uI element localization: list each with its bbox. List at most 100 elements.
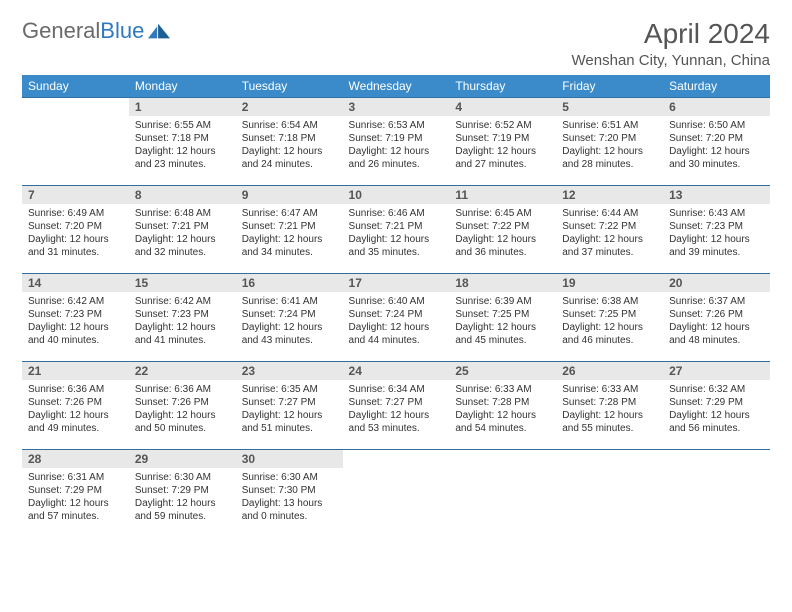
day-line-ss: Sunset: 7:25 PM [562,308,657,321]
day-number-bar [22,98,129,116]
dow-monday: Monday [129,75,236,98]
day-number: 4 [449,98,556,116]
day-cell: 21Sunrise: 6:36 AMSunset: 7:26 PMDayligh… [22,362,129,450]
day-line-sr: Sunrise: 6:49 AM [28,207,123,220]
day-body: Sunrise: 6:42 AMSunset: 7:23 PMDaylight:… [22,292,129,351]
day-cell: 29Sunrise: 6:30 AMSunset: 7:29 PMDayligh… [129,450,236,538]
day-cell: 12Sunrise: 6:44 AMSunset: 7:22 PMDayligh… [556,186,663,274]
day-number: 1 [129,98,236,116]
dow-wednesday: Wednesday [343,75,450,98]
day-line-sr: Sunrise: 6:37 AM [669,295,764,308]
day-cell: 17Sunrise: 6:40 AMSunset: 7:24 PMDayligh… [343,274,450,362]
month-title: April 2024 [572,18,770,50]
day-number: 18 [449,274,556,292]
day-number: 14 [22,274,129,292]
day-body: Sunrise: 6:36 AMSunset: 7:26 PMDaylight:… [129,380,236,439]
week-row: 14Sunrise: 6:42 AMSunset: 7:23 PMDayligh… [22,274,770,362]
day-number: 24 [343,362,450,380]
day-line-d1: Daylight: 12 hours [28,233,123,246]
day-line-d2: and 26 minutes. [349,158,444,171]
day-line-d1: Daylight: 12 hours [28,409,123,422]
day-body: Sunrise: 6:36 AMSunset: 7:26 PMDaylight:… [22,380,129,439]
day-line-d1: Daylight: 12 hours [28,497,123,510]
day-body: Sunrise: 6:37 AMSunset: 7:26 PMDaylight:… [663,292,770,351]
day-line-d1: Daylight: 12 hours [349,145,444,158]
day-cell [22,98,129,186]
day-line-sr: Sunrise: 6:46 AM [349,207,444,220]
day-body: Sunrise: 6:35 AMSunset: 7:27 PMDaylight:… [236,380,343,439]
day-body: Sunrise: 6:30 AMSunset: 7:30 PMDaylight:… [236,468,343,527]
day-line-d2: and 45 minutes. [455,334,550,347]
day-line-d2: and 39 minutes. [669,246,764,259]
day-line-d1: Daylight: 12 hours [562,233,657,246]
brand-text-2: Blue [100,18,144,43]
day-body: Sunrise: 6:45 AMSunset: 7:22 PMDaylight:… [449,204,556,263]
calendar-body: 1Sunrise: 6:55 AMSunset: 7:18 PMDaylight… [22,98,770,538]
day-line-d1: Daylight: 12 hours [455,145,550,158]
day-line-ss: Sunset: 7:22 PM [562,220,657,233]
day-body: Sunrise: 6:30 AMSunset: 7:29 PMDaylight:… [129,468,236,527]
day-cell [663,450,770,538]
day-line-d2: and 44 minutes. [349,334,444,347]
day-line-d1: Daylight: 12 hours [669,145,764,158]
day-number: 8 [129,186,236,204]
day-line-ss: Sunset: 7:23 PM [669,220,764,233]
day-number: 26 [556,362,663,380]
day-line-ss: Sunset: 7:26 PM [135,396,230,409]
day-line-d1: Daylight: 12 hours [349,321,444,334]
day-line-d2: and 30 minutes. [669,158,764,171]
day-body: Sunrise: 6:53 AMSunset: 7:19 PMDaylight:… [343,116,450,175]
day-body: Sunrise: 6:52 AMSunset: 7:19 PMDaylight:… [449,116,556,175]
brand-text-1: General [22,18,100,43]
day-cell: 25Sunrise: 6:33 AMSunset: 7:28 PMDayligh… [449,362,556,450]
day-line-d1: Daylight: 12 hours [242,321,337,334]
day-line-sr: Sunrise: 6:50 AM [669,119,764,132]
day-line-ss: Sunset: 7:28 PM [455,396,550,409]
day-line-ss: Sunset: 7:28 PM [562,396,657,409]
day-number: 19 [556,274,663,292]
day-cell: 9Sunrise: 6:47 AMSunset: 7:21 PMDaylight… [236,186,343,274]
day-number: 15 [129,274,236,292]
day-number: 7 [22,186,129,204]
dow-thursday: Thursday [449,75,556,98]
day-number: 10 [343,186,450,204]
day-line-d2: and 55 minutes. [562,422,657,435]
day-line-d1: Daylight: 13 hours [242,497,337,510]
day-line-ss: Sunset: 7:21 PM [242,220,337,233]
day-line-d2: and 57 minutes. [28,510,123,523]
day-number: 28 [22,450,129,468]
day-line-sr: Sunrise: 6:33 AM [562,383,657,396]
day-body: Sunrise: 6:42 AMSunset: 7:23 PMDaylight:… [129,292,236,351]
day-line-d1: Daylight: 12 hours [242,409,337,422]
day-cell: 5Sunrise: 6:51 AMSunset: 7:20 PMDaylight… [556,98,663,186]
day-line-sr: Sunrise: 6:53 AM [349,119,444,132]
day-line-d2: and 34 minutes. [242,246,337,259]
day-line-d2: and 32 minutes. [135,246,230,259]
week-row: 1Sunrise: 6:55 AMSunset: 7:18 PMDaylight… [22,98,770,186]
day-line-ss: Sunset: 7:25 PM [455,308,550,321]
day-line-d2: and 54 minutes. [455,422,550,435]
day-number: 30 [236,450,343,468]
day-line-sr: Sunrise: 6:42 AM [28,295,123,308]
day-line-d2: and 27 minutes. [455,158,550,171]
dow-friday: Friday [556,75,663,98]
day-line-d1: Daylight: 12 hours [349,233,444,246]
day-line-d2: and 23 minutes. [135,158,230,171]
day-number: 2 [236,98,343,116]
day-line-ss: Sunset: 7:26 PM [669,308,764,321]
day-number: 9 [236,186,343,204]
day-line-ss: Sunset: 7:24 PM [349,308,444,321]
day-line-ss: Sunset: 7:20 PM [669,132,764,145]
day-line-sr: Sunrise: 6:35 AM [242,383,337,396]
day-line-d2: and 0 minutes. [242,510,337,523]
day-line-d1: Daylight: 12 hours [669,321,764,334]
day-body: Sunrise: 6:32 AMSunset: 7:29 PMDaylight:… [663,380,770,439]
day-line-sr: Sunrise: 6:52 AM [455,119,550,132]
day-line-ss: Sunset: 7:19 PM [349,132,444,145]
day-body: Sunrise: 6:34 AMSunset: 7:27 PMDaylight:… [343,380,450,439]
day-body: Sunrise: 6:40 AMSunset: 7:24 PMDaylight:… [343,292,450,351]
day-line-ss: Sunset: 7:18 PM [135,132,230,145]
day-number: 27 [663,362,770,380]
day-line-sr: Sunrise: 6:38 AM [562,295,657,308]
day-number-bar [663,450,770,468]
